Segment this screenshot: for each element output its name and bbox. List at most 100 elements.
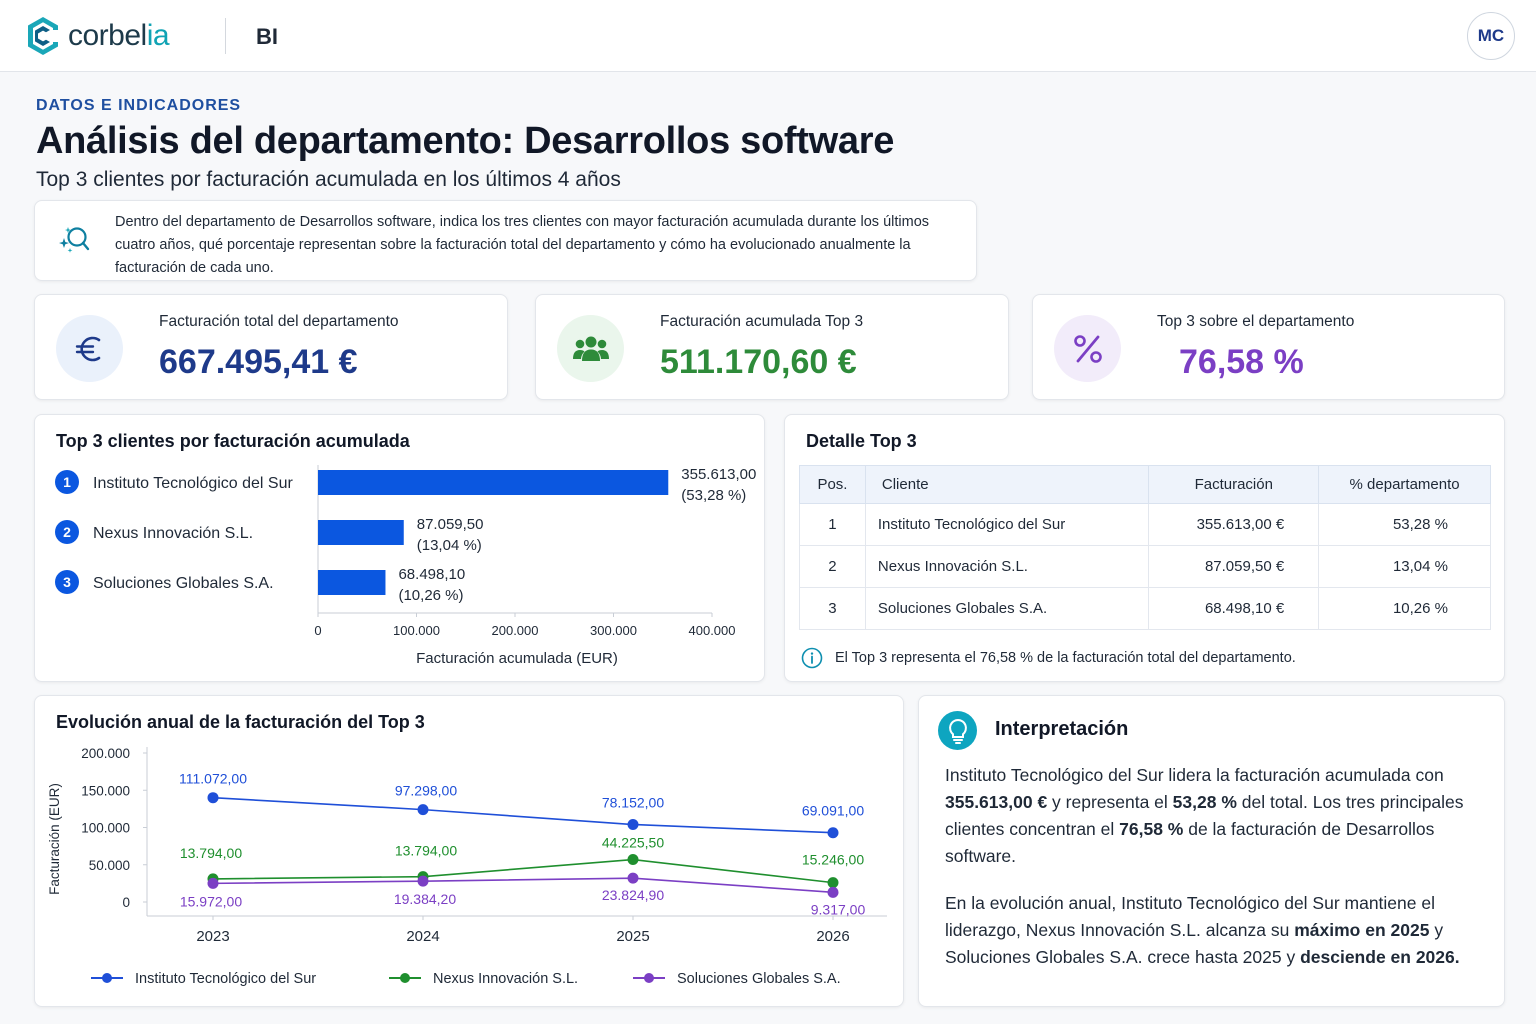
module-name: BI — [256, 24, 278, 49]
lightbulb-icon-bg — [938, 711, 977, 750]
data-label: 15.246,00 — [802, 852, 864, 868]
x-tick-label: 100.000 — [393, 623, 440, 638]
ai-search-icon — [59, 227, 90, 253]
x-tick-label: 400.000 — [689, 623, 736, 638]
line-chart-title: Evolución anual de la facturación del To… — [56, 712, 425, 732]
top-bar: corbelia BI MC — [0, 0, 1536, 72]
x-axis-label: Facturación acumulada (EUR) — [416, 650, 618, 667]
category-label: Soluciones Globales S.A. — [93, 575, 274, 592]
y-tick-label: 200.000 — [81, 746, 130, 761]
page-subtitle: Top 3 clientes por facturación acumulada… — [36, 168, 621, 191]
bar — [318, 470, 669, 495]
kpi-card-total: Facturación total del departamento 667.4… — [34, 294, 508, 400]
x-tick-label: 300.000 — [590, 623, 637, 638]
interpretation-title: Interpretación — [995, 718, 1129, 740]
cell-client: Instituto Tecnológico del Sur — [864, 503, 1150, 546]
interpretation-paragraph-2: En la evolución anual, Instituto Tecnoló… — [945, 890, 1485, 971]
data-point — [827, 827, 839, 839]
y-tick-label: 50.000 — [89, 858, 130, 873]
kpi-label: Facturación total del departamento — [159, 313, 399, 330]
bar-chart: 0 100.000 200.000 300.000 400.000 Facturación… — [55, 465, 756, 667]
legend-marker — [400, 973, 410, 983]
table-row[interactable]: 1 Instituto Tecnológico del Sur 355.613,… — [799, 503, 1491, 546]
data-point — [827, 877, 839, 889]
data-point — [627, 819, 639, 831]
euro-icon — [75, 336, 100, 361]
kpi-card-share: Top 3 sobre el departamento 76,58 % — [1032, 294, 1505, 400]
body-text: y Soluciones Globales S.A. crece hasta 2… — [945, 920, 1444, 967]
cell-amount: 87.059,50 € — [1148, 545, 1320, 588]
bar-pct-label: (53,28 %) — [681, 487, 746, 504]
detail-note: El Top 3 representa el 76,58 % de la fac… — [801, 647, 1296, 669]
data-label: 19.384,20 — [394, 891, 456, 907]
data-label: 44.225,50 — [602, 835, 664, 851]
percent-icon — [1073, 334, 1102, 363]
kpi-value: 667.495,41 € — [159, 343, 358, 381]
table-row[interactable]: 2 Nexus Innovación S.L. 87.059,50 € 13,0… — [799, 545, 1491, 588]
kpi-icon-bg — [1054, 315, 1121, 382]
section-eyebrow: DATOS E INDICADORES — [36, 97, 242, 114]
x-tick-label: 0 — [314, 623, 321, 638]
col-header-pct[interactable]: % departamento — [1318, 465, 1491, 504]
y-axis-label: Facturación (EUR) — [47, 783, 62, 895]
x-tick-label: 2025 — [616, 928, 649, 945]
cell-pct: 53,28 % — [1318, 503, 1491, 546]
body-text: de la facturación de Desarrollos softwar… — [945, 819, 1435, 866]
x-tick-label: 2024 — [406, 928, 439, 945]
page-title: Análisis del departamento: Desarrollos s… — [36, 120, 895, 162]
data-label: 78.152,00 — [602, 795, 664, 811]
detail-card: Detalle Top 3 Pos. Cliente Facturación %… — [784, 414, 1505, 682]
kpi-icon-bg — [557, 315, 624, 382]
corbelia-logo[interactable]: corbelia — [24, 14, 170, 58]
bar-value-label: 87.059,50 — [417, 516, 484, 533]
col-header-pos[interactable]: Pos. — [799, 465, 866, 504]
table-header-row: Pos. Cliente Facturación % departamento — [799, 465, 1491, 504]
category-label: Nexus Innovación S.L. — [93, 525, 253, 542]
body-text: del total. Los tres principales clientes… — [945, 792, 1464, 839]
data-label: 23.824,90 — [602, 887, 664, 903]
legend-marker — [102, 973, 112, 983]
kpi-value: 76,58 % — [1179, 343, 1304, 381]
detail-title: Detalle Top 3 — [806, 431, 917, 451]
header-divider — [225, 18, 226, 54]
data-point — [417, 875, 429, 887]
bar — [318, 520, 404, 545]
bar-chart-title: Top 3 clientes por facturación acumulada — [56, 431, 410, 451]
col-header-client[interactable]: Cliente — [864, 465, 1150, 504]
data-label: 13.794,00 — [180, 845, 242, 861]
data-point — [207, 792, 219, 804]
highlight-text: desciende en 2026. — [1300, 947, 1460, 967]
detail-table: Pos. Cliente Facturación % departamento … — [799, 465, 1491, 630]
bar-value-label: 355.613,00 — [681, 466, 756, 483]
lightbulb-icon — [948, 718, 967, 744]
logo-text: corbelia — [68, 19, 170, 52]
info-icon — [801, 647, 823, 669]
table-row[interactable]: 3 Soluciones Globales S.A. 68.498,10 € 1… — [799, 587, 1491, 630]
series-line — [212, 858, 834, 884]
data-point — [417, 804, 429, 816]
rank-number: 1 — [63, 474, 71, 490]
y-tick-label: 100.000 — [81, 821, 130, 836]
legend-label: Soluciones Globales S.A. — [677, 971, 841, 987]
line-chart: 0 50.000 100.000 150.000 200.000 Facturación … — [47, 746, 887, 987]
data-label: 69.091,00 — [802, 803, 864, 819]
highlight-text: 355.613,00 € — [945, 792, 1048, 812]
line-chart-card: Evolución anual de la facturación del To… — [34, 695, 904, 1007]
legend-label: Nexus Innovación S.L. — [433, 971, 578, 987]
logo-hexagon-icon — [28, 17, 58, 55]
data-label: 9.317,00 — [811, 901, 866, 917]
body-text: Instituto Tecnológico del Sur lidera la … — [945, 765, 1444, 785]
data-point — [627, 872, 639, 884]
category-label: Instituto Tecnológico del Sur — [93, 475, 294, 492]
rank-badge — [55, 570, 79, 594]
data-point — [207, 877, 219, 889]
user-avatar[interactable]: MC — [1467, 12, 1515, 60]
cell-amount: 68.498,10 € — [1148, 587, 1320, 630]
col-header-amount[interactable]: Facturación — [1148, 465, 1320, 504]
rank-number: 2 — [63, 524, 71, 540]
x-tick-label: 200.000 — [492, 623, 539, 638]
kpi-value: 511.170,60 € — [660, 343, 857, 381]
data-label: 111.072,00 — [179, 771, 247, 787]
y-tick-label: 150.000 — [81, 783, 130, 798]
x-tick-label: 2026 — [816, 928, 849, 945]
